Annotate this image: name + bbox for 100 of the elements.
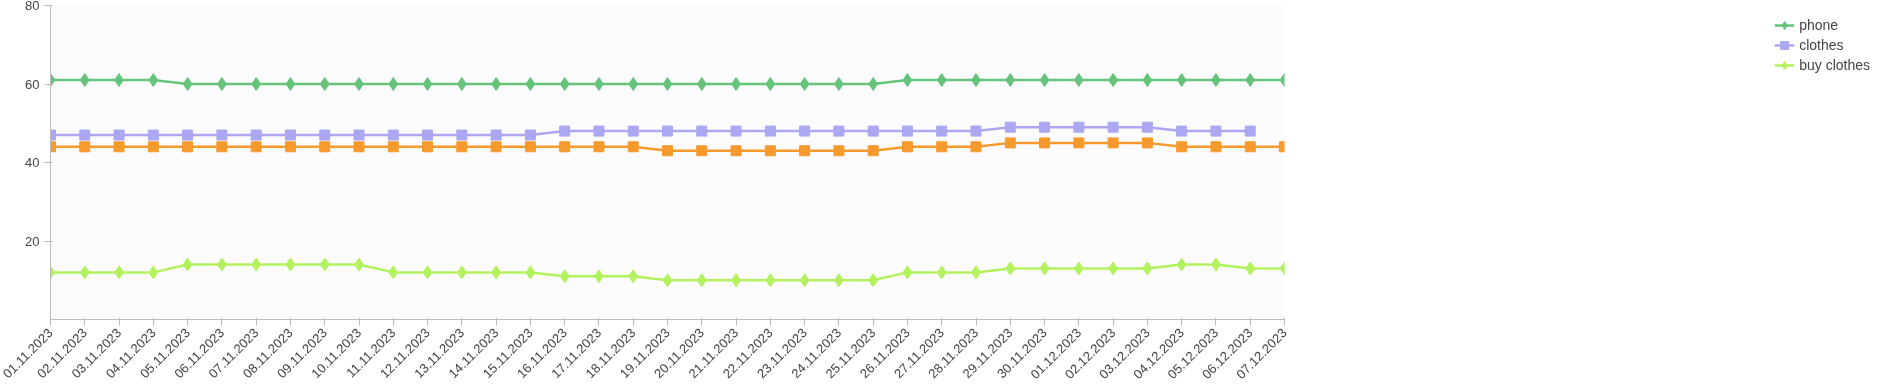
point: [216, 141, 228, 153]
point: [457, 77, 467, 91]
point: [696, 145, 708, 157]
point: [765, 273, 776, 288]
point: [628, 269, 639, 284]
point: [319, 129, 331, 141]
point: [524, 129, 536, 141]
point: [1004, 137, 1016, 149]
point: [1107, 121, 1119, 133]
point: [387, 141, 399, 153]
point: [1005, 261, 1016, 276]
point: [627, 125, 639, 137]
point: [148, 73, 159, 88]
point: [1210, 125, 1222, 137]
point: [696, 125, 708, 137]
point: [833, 145, 845, 157]
point: [490, 141, 502, 153]
point: [422, 77, 433, 91]
point: [216, 129, 228, 141]
point: [901, 141, 913, 153]
point: [113, 129, 125, 141]
point: [353, 141, 365, 153]
point: [79, 73, 90, 88]
point: [1176, 73, 1187, 88]
legend-label: clothes: [1799, 37, 1844, 53]
point: [867, 125, 879, 137]
point: [1245, 73, 1256, 88]
point: [182, 129, 194, 141]
point: [867, 145, 879, 157]
point: [936, 141, 948, 153]
point: [936, 125, 948, 137]
point: [1244, 141, 1256, 153]
point: [627, 141, 639, 153]
point: [1176, 141, 1188, 153]
point: [765, 77, 776, 91]
point: [1039, 73, 1050, 88]
point: [696, 77, 707, 91]
point: [113, 141, 125, 153]
point: [834, 77, 844, 91]
point: [319, 257, 330, 272]
point: [388, 77, 399, 91]
point: [285, 257, 296, 272]
point: [1176, 125, 1188, 137]
y-tick-label: 60: [25, 76, 40, 92]
point: [182, 257, 193, 272]
point: [696, 273, 707, 288]
point: [319, 77, 330, 91]
point: [628, 77, 639, 91]
legend-label: phone: [1799, 17, 1839, 33]
point: [1210, 141, 1222, 153]
point: [1073, 137, 1085, 149]
point: [730, 145, 742, 157]
point: [387, 129, 399, 141]
point: [284, 141, 296, 153]
point: [970, 125, 982, 137]
point: [662, 77, 673, 91]
point: [353, 129, 365, 141]
point: [1142, 261, 1153, 276]
point: [79, 265, 90, 280]
point: [936, 265, 947, 280]
point: [662, 145, 673, 157]
point: [593, 125, 605, 137]
point: [559, 269, 570, 284]
point: [559, 125, 571, 137]
point: [559, 77, 570, 91]
point: [217, 77, 227, 91]
point: [730, 125, 742, 137]
point: [1142, 73, 1153, 88]
point: [422, 265, 433, 280]
point: [422, 141, 434, 153]
point: [147, 141, 159, 153]
point: [284, 129, 296, 141]
point: [525, 265, 536, 280]
point: [1039, 121, 1051, 133]
point: [799, 77, 810, 91]
point: [525, 77, 536, 91]
point: [456, 141, 468, 153]
point: [1039, 261, 1050, 276]
point: [764, 145, 776, 157]
y-tick-label: 20: [25, 233, 40, 249]
point: [250, 129, 262, 141]
legend-label: buy clothes: [1799, 57, 1870, 73]
point: [1004, 121, 1016, 133]
point: [285, 77, 296, 91]
point: [319, 141, 331, 153]
point: [1107, 137, 1119, 149]
point: [902, 73, 913, 88]
point: [902, 265, 913, 280]
y-tick-label: 40: [25, 155, 40, 170]
point: [970, 141, 982, 153]
point: [524, 141, 536, 153]
point: [1244, 125, 1256, 137]
point: [833, 125, 845, 137]
point: [799, 145, 811, 157]
point: [868, 77, 878, 91]
point: [456, 129, 468, 141]
point: [354, 77, 364, 91]
point: [799, 125, 811, 137]
point: [182, 77, 193, 91]
point: [901, 125, 913, 137]
